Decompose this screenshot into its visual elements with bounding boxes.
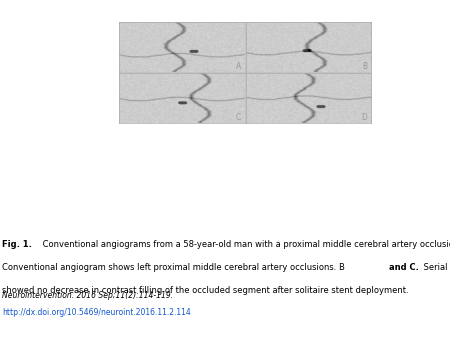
Text: Conventional angiograms from a 58-year-old man with a proximal middle cerebral a: Conventional angiograms from a 58-year-o… [40,240,450,249]
Text: http://dx.doi.org/10.5469/neuroint.2016.11.2.114: http://dx.doi.org/10.5469/neuroint.2016.… [2,308,191,317]
Text: Serial repeated control angiogram: Serial repeated control angiogram [421,263,450,272]
Text: Fig. 1.: Fig. 1. [2,240,32,249]
Text: and C.: and C. [389,263,419,272]
Text: Conventional angiogram shows left proximal middle cerebral artery occlusions. B: Conventional angiogram shows left proxim… [2,263,348,272]
Text: A: A [235,62,241,71]
Text: D: D [362,113,368,122]
Text: Neurointervention. 2016 Sep;11(2):114-119.: Neurointervention. 2016 Sep;11(2):114-11… [2,291,173,300]
Text: showed no decrease in contrast filling of the occluded segment after solitaire s: showed no decrease in contrast filling o… [2,286,411,295]
Text: B: B [362,62,368,71]
Text: C: C [235,113,241,122]
